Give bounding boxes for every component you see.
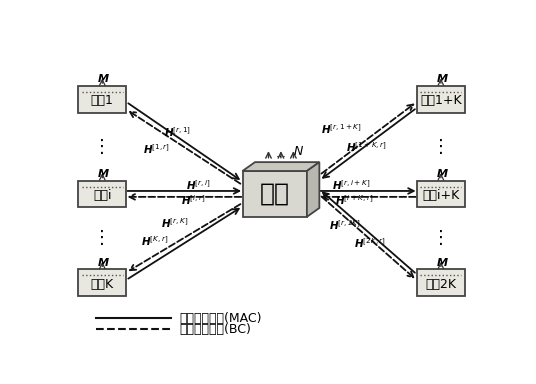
- Text: $\boldsymbol{M}$: $\boldsymbol{M}$: [436, 255, 449, 268]
- Text: $\boldsymbol{H}^{[r,i]}$: $\boldsymbol{H}^{[r,i]}$: [185, 178, 210, 192]
- Text: $N$: $N$: [293, 145, 304, 158]
- FancyBboxPatch shape: [78, 180, 126, 207]
- Text: $\boldsymbol{H}^{[1+K,r]}$: $\boldsymbol{H}^{[1+K,r]}$: [346, 140, 386, 154]
- Text: ...: ...: [276, 149, 286, 159]
- Polygon shape: [307, 162, 319, 217]
- Text: $\boldsymbol{H}^{[r,1]}$: $\boldsymbol{H}^{[r,1]}$: [163, 125, 191, 139]
- Text: $\boldsymbol{H}^{[1,r]}$: $\boldsymbol{H}^{[1,r]}$: [143, 143, 170, 156]
- Text: $\boldsymbol{M}$: $\boldsymbol{M}$: [97, 167, 110, 179]
- FancyBboxPatch shape: [417, 269, 465, 296]
- FancyBboxPatch shape: [78, 269, 126, 296]
- Text: $\boldsymbol{H}^{[r,1+K]}$: $\boldsymbol{H}^{[r,1+K]}$: [321, 122, 362, 136]
- Text: $\boldsymbol{H}^{[K,r]}$: $\boldsymbol{H}^{[K,r]}$: [140, 234, 168, 248]
- Text: 用户i: 用户i: [93, 189, 111, 202]
- Text: ⋮: ⋮: [432, 229, 450, 247]
- Text: 用户1+K: 用户1+K: [420, 94, 461, 107]
- Text: $\boldsymbol{M}$: $\boldsymbol{M}$: [97, 255, 110, 268]
- Text: 中继: 中继: [260, 182, 289, 206]
- Text: 用户1: 用户1: [91, 94, 114, 107]
- Text: $\boldsymbol{M}$: $\boldsymbol{M}$: [97, 72, 110, 84]
- Text: $\boldsymbol{M}$: $\boldsymbol{M}$: [436, 72, 449, 84]
- Polygon shape: [242, 162, 319, 171]
- Text: $\boldsymbol{M}$: $\boldsymbol{M}$: [436, 167, 449, 179]
- FancyBboxPatch shape: [78, 86, 126, 113]
- Text: $\boldsymbol{H}^{[r,K]}$: $\boldsymbol{H}^{[r,K]}$: [161, 217, 189, 230]
- Text: $\boldsymbol{H}^{[2K,r]}$: $\boldsymbol{H}^{[2K,r]}$: [354, 236, 386, 250]
- Text: $\boldsymbol{H}^{[i,r]}$: $\boldsymbol{H}^{[i,r]}$: [181, 194, 206, 207]
- Text: ⋮: ⋮: [432, 137, 450, 156]
- FancyBboxPatch shape: [417, 86, 465, 113]
- Text: 用户2K: 用户2K: [426, 278, 456, 291]
- Text: ⋮: ⋮: [93, 229, 111, 247]
- Text: $\boldsymbol{H}^{[r,2K]}$: $\boldsymbol{H}^{[r,2K]}$: [329, 218, 361, 232]
- Text: $\boldsymbol{H}^{[i+K,r]}$: $\boldsymbol{H}^{[i+K,r]}$: [334, 194, 373, 207]
- Text: 用户i+K: 用户i+K: [422, 189, 459, 202]
- Text: ⋮: ⋮: [93, 137, 111, 156]
- Polygon shape: [242, 171, 307, 217]
- FancyBboxPatch shape: [417, 180, 465, 207]
- Text: 多址接入时隙(MAC): 多址接入时隙(MAC): [179, 311, 262, 324]
- Text: $\boldsymbol{H}^{[r,i+K]}$: $\boldsymbol{H}^{[r,i+K]}$: [332, 178, 371, 192]
- Text: 广播发送时隙(BC): 广播发送时隙(BC): [179, 323, 251, 336]
- Text: 用户K: 用户K: [91, 278, 114, 291]
